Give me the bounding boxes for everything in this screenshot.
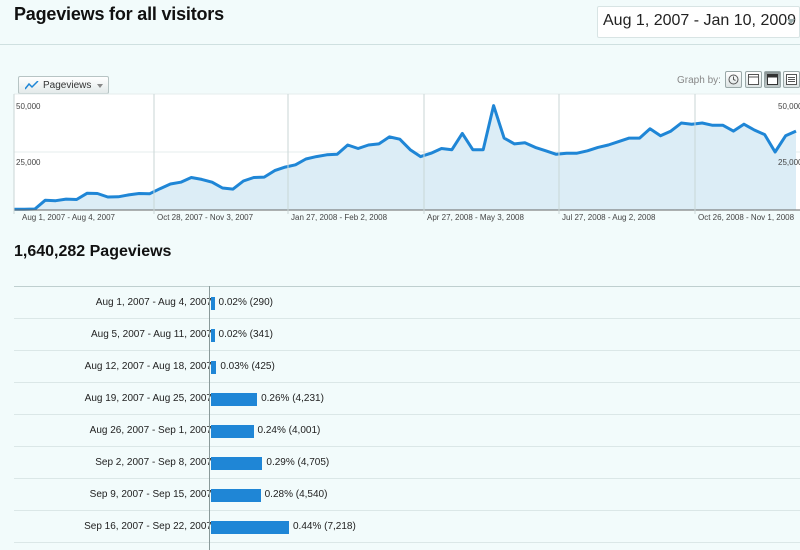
- y-tick-label-right: 25,000: [778, 158, 800, 167]
- row-value: 0.29% (4,705): [266, 457, 330, 468]
- graph-by-week-button[interactable]: [764, 71, 781, 88]
- y-tick-label-left: 25,000: [16, 158, 41, 167]
- table-row: Aug 1, 2007 - Aug 4, 2007 0.02% (290): [14, 287, 800, 319]
- graph-by-month-button[interactable]: [783, 71, 800, 88]
- clock-icon: [728, 74, 739, 85]
- date-range-text: Aug 1, 2007 - Jan 10, 2009: [603, 12, 797, 29]
- row-date: Aug 26, 2007 - Sep 1, 2007: [89, 425, 212, 436]
- row-value: 0.02% (341): [218, 329, 274, 340]
- row-bar: [211, 393, 258, 406]
- calendar-day-icon: [748, 74, 759, 85]
- row-bar: [211, 297, 215, 310]
- pageviews-chart: 50,000 25,000 50,000 25,000 Aug 1, 2007 …: [13, 93, 800, 222]
- graph-by-day-button[interactable]: [745, 71, 762, 88]
- table-row: Aug 19, 2007 - Aug 25, 2007 0.26% (4,231…: [14, 383, 800, 415]
- x-tick-label: Oct 28, 2007 - Nov 3, 2007: [157, 213, 254, 222]
- row-date: Sep 16, 2007 - Sep 22, 2007: [84, 521, 212, 532]
- row-value: 0.26% (4,231): [261, 393, 324, 404]
- table-top-border: [14, 286, 800, 287]
- row-date: Aug 19, 2007 - Aug 25, 2007: [84, 393, 212, 404]
- graph-by-motion-button[interactable]: [725, 71, 742, 88]
- row-bar: [211, 457, 263, 470]
- row-bar: [211, 425, 254, 438]
- row-bar: [211, 329, 215, 342]
- row-value: 0.02% (290): [218, 297, 274, 308]
- table-axis-line: [209, 286, 210, 550]
- chevron-down-icon: [787, 19, 795, 24]
- metric-selector-button[interactable]: Pageviews: [18, 76, 109, 94]
- chart-series-line: [13, 104, 797, 211]
- page-title: Pageviews for all visitors: [14, 4, 224, 24]
- calendar-month-icon: [786, 74, 797, 85]
- calendar-week-icon: [767, 74, 778, 85]
- y-tick-label-right: 50,000: [778, 102, 800, 111]
- row-value: 0.03% (425): [220, 361, 275, 372]
- metric-selector-label: Pageviews: [43, 80, 92, 91]
- x-tick-label: Apr 27, 2008 - May 3, 2008: [427, 213, 525, 222]
- table-row: Sep 2, 2007 - Sep 8, 2007 0.29% (4,705): [14, 447, 800, 479]
- graph-by-label: Graph by:: [677, 75, 721, 86]
- line-chart-icon: [25, 81, 39, 90]
- x-tick-label: Jul 27, 2008 - Aug 2, 2008: [562, 213, 656, 222]
- row-value: 0.24% (4,001): [257, 425, 321, 436]
- row-bar: [211, 489, 261, 502]
- table-row: Sep 9, 2007 - Sep 15, 2007 0.28% (4,540): [14, 479, 800, 511]
- row-date: Aug 12, 2007 - Aug 18, 2007: [84, 361, 212, 372]
- header-divider: [0, 44, 800, 45]
- row-bar: [211, 361, 217, 374]
- table-row: Aug 26, 2007 - Sep 1, 2007 0.24% (4,001): [14, 415, 800, 447]
- row-date: Sep 2, 2007 - Sep 8, 2007: [95, 457, 212, 468]
- row-value: 0.28% (4,540): [264, 489, 328, 500]
- table-row: Aug 12, 2007 - Aug 18, 2007 0.03% (425): [14, 351, 800, 383]
- chart-area-fill: [14, 105, 796, 210]
- row-bar: [211, 521, 289, 534]
- row-value: 0.44% (7,218): [293, 521, 356, 532]
- x-tick-label: Jan 27, 2008 - Feb 2, 2008: [291, 213, 388, 222]
- y-tick-label-left: 50,000: [16, 102, 41, 111]
- table-row: Aug 5, 2007 - Aug 11, 2007 0.02% (341): [14, 319, 800, 351]
- row-date: Sep 9, 2007 - Sep 15, 2007: [89, 489, 212, 500]
- x-tick-label: Aug 1, 2007 - Aug 4, 2007: [22, 213, 116, 222]
- row-date: Aug 1, 2007 - Aug 4, 2007: [95, 297, 212, 308]
- x-tick-label: Oct 26, 2008 - Nov 1, 2008: [698, 213, 795, 222]
- chevron-down-icon: [97, 84, 103, 88]
- table-row: Sep 16, 2007 - Sep 22, 2007 0.44% (7,218…: [14, 511, 800, 543]
- row-date: Aug 5, 2007 - Aug 11, 2007: [90, 329, 212, 340]
- total-pageviews: 1,640,282 Pageviews: [14, 243, 172, 260]
